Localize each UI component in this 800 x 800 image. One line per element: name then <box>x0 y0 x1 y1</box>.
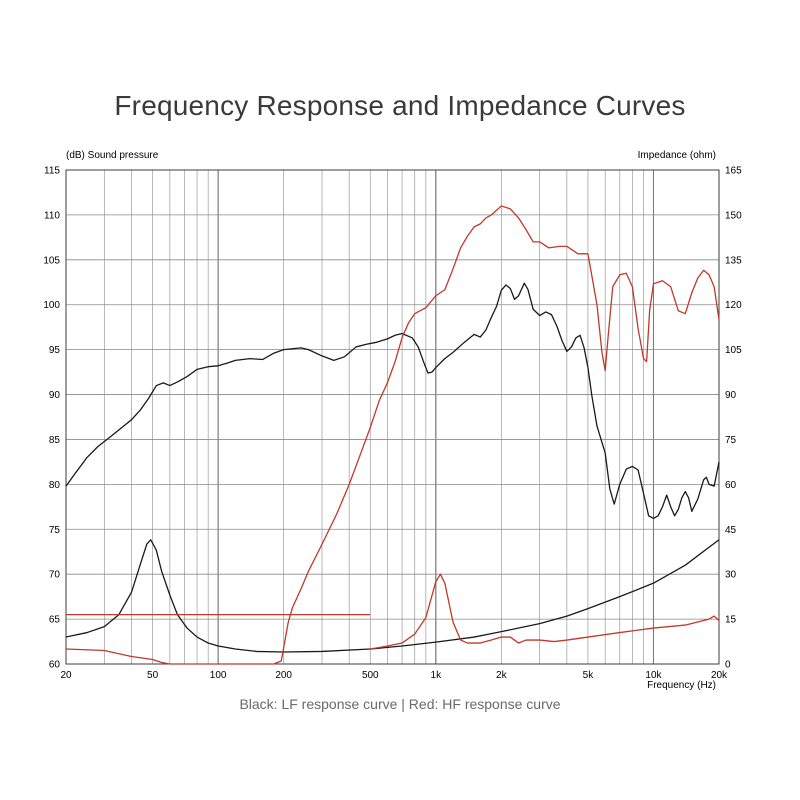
y-tick-label: 95 <box>49 345 61 356</box>
y2-tick-label: 165 <box>725 166 742 177</box>
left-axis-label: (dB) Sound pressure <box>66 150 159 161</box>
x-axis-label: Frequency (Hz) <box>647 680 716 691</box>
y-tick-label: 70 <box>49 570 61 581</box>
series-line-0 <box>65 282 720 520</box>
y-tick-label: 65 <box>49 615 61 626</box>
tick-labels: 60 65 70 75 80 85 90 95 100 105 110 115 0 15 30 45 60 75 9… <box>43 166 742 682</box>
y2-tick-label: 150 <box>725 210 742 221</box>
chart-caption: Black: LF response curve | Red: HF respo… <box>239 696 561 712</box>
x-tick-label: 1k <box>431 670 443 681</box>
y2-tick-label: 135 <box>725 255 742 266</box>
x-tick-label: 100 <box>210 670 227 681</box>
y-tick-label: 80 <box>49 480 61 491</box>
series-line-4 <box>370 573 720 650</box>
y-tick-label: 60 <box>49 660 61 671</box>
x-tick-label: 50 <box>147 670 159 681</box>
x-tick-label: 20 <box>60 670 72 681</box>
x-tick-label: 5k <box>583 670 595 681</box>
y-tick-label: 75 <box>49 525 61 536</box>
series-layer <box>65 205 720 665</box>
y2-tick-label: 120 <box>725 300 742 311</box>
y2-tick-label: 30 <box>725 570 737 581</box>
grid-lines <box>66 170 719 664</box>
y-tick-label: 100 <box>43 300 60 311</box>
series-line-1 <box>65 539 720 653</box>
x-tick-label: 20k <box>711 670 728 681</box>
y2-tick-label: 45 <box>725 525 737 536</box>
plot-frame <box>65 169 720 665</box>
y-tick-label: 115 <box>44 166 60 177</box>
y2-tick-label: 75 <box>725 435 737 446</box>
x-tick-label: 200 <box>275 670 292 681</box>
series-line-2 <box>65 205 720 665</box>
y2-tick-label: 90 <box>725 390 737 401</box>
x-tick-label: 10k <box>645 670 662 681</box>
right-axis-label: Impedance (ohm) <box>638 150 716 161</box>
x-tick-label: 500 <box>362 670 379 681</box>
y2-tick-label: 60 <box>725 480 737 491</box>
x-tick-label: 2k <box>496 670 508 681</box>
page-title: Frequency Response and Impedance Curves <box>114 90 686 121</box>
y-tick-label: 85 <box>49 435 61 446</box>
y2-tick-label: 15 <box>725 615 737 626</box>
y-tick-label: 105 <box>43 255 60 266</box>
y-tick-label: 110 <box>44 210 60 221</box>
y2-tick-label: 0 <box>725 660 731 671</box>
y2-tick-label: 105 <box>725 345 742 356</box>
y-tick-label: 90 <box>49 390 61 401</box>
